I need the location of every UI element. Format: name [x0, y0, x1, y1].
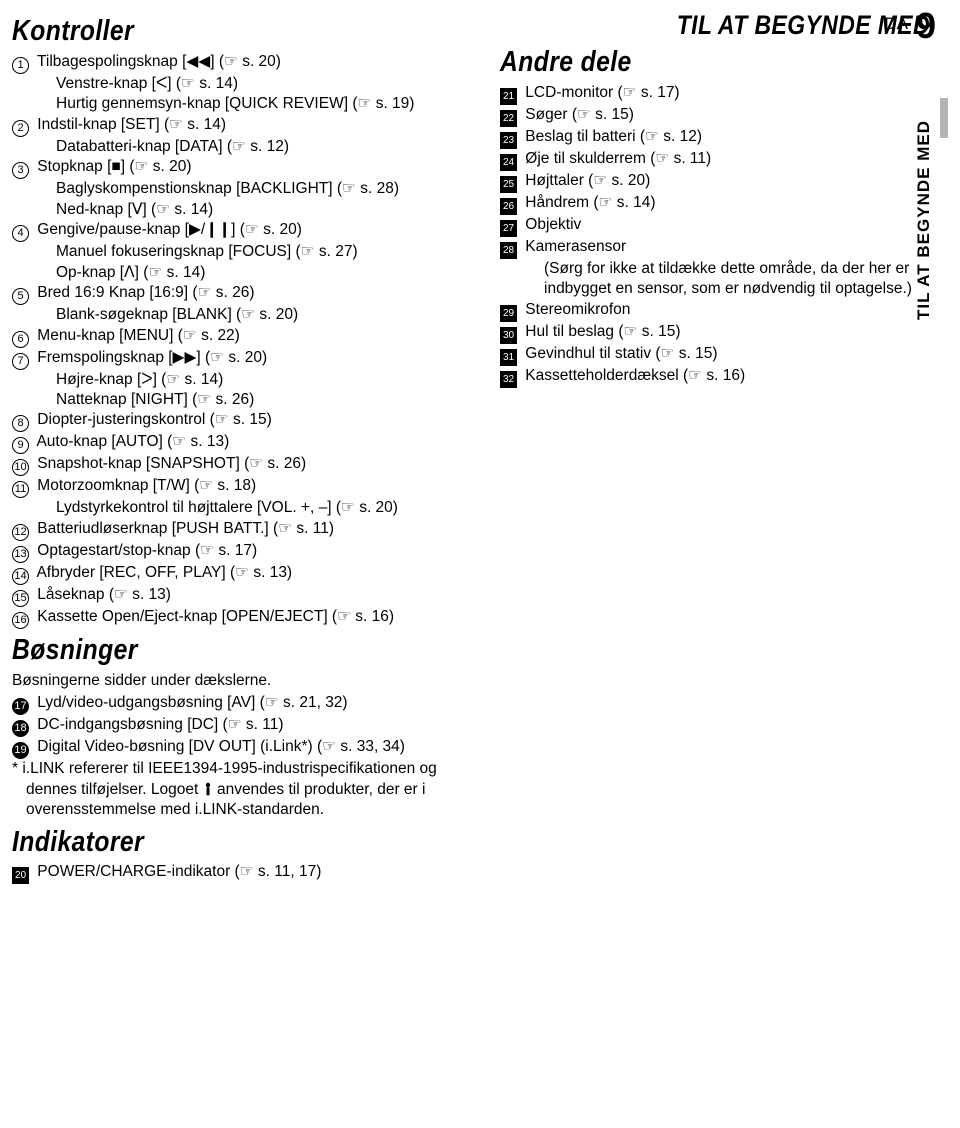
list-item: 4 Gengive/pause-knap [▶/❙❙] (☞ s. 20)Man… — [12, 220, 472, 283]
left-column: Kontroller 1 Tilbagespolingsknap [◀◀] (☞… — [12, 10, 472, 884]
bosninger-list: 17 Lyd/video-udgangsbøsning [AV] (☞ s. 2… — [12, 693, 472, 759]
indikatorer-list: 20 POWER/CHARGE-indikator (☞ s. 11, 17) — [12, 862, 472, 884]
list-item: 8 Diopter-justeringskontrol (☞ s. 15) — [12, 410, 472, 432]
list-item: 11 Motorzoomknap [T/W] (☞ s. 18)Lydstyrk… — [12, 476, 472, 518]
list-item: 29 Stereomikrofon — [500, 300, 930, 322]
right-column: TIL AT BEGYNDE MED Andre dele 21 LCD-mon… — [500, 10, 930, 884]
ilink-note: * i.LINK refererer til IEEE1394-1995-ind… — [12, 759, 472, 820]
kontroller-list: 1 Tilbagespolingsknap [◀◀] (☞ s. 20)Vens… — [12, 52, 472, 629]
list-item: 16 Kassette Open/Eject-knap [OPEN/EJECT]… — [12, 607, 472, 629]
list-item: 30 Hul til beslag (☞ s. 15) — [500, 322, 930, 344]
list-item: 20 POWER/CHARGE-indikator (☞ s. 11, 17) — [12, 862, 472, 884]
list-item: 5 Bred 16:9 Knap [16:9] (☞ s. 26)Blank-s… — [12, 283, 472, 325]
kontroller-heading: Kontroller — [12, 16, 403, 48]
list-item: 24 Øje til skulderrem (☞ s. 11) — [500, 149, 930, 171]
side-tab-text: TIL AT BEGYNDE MED — [914, 120, 934, 430]
bosninger-intro: Bøsningerne sidder under dækslerne. — [12, 671, 472, 691]
list-item: 12 Batteriudløserknap [PUSH BATT.] (☞ s.… — [12, 519, 472, 541]
section-header: TIL AT BEGYNDE MED — [677, 10, 930, 41]
list-item: 15 Låseknap (☞ s. 13) — [12, 585, 472, 607]
andre-dele-heading: Andre dele — [500, 47, 866, 79]
list-item: 26 Håndrem (☞ s. 14) — [500, 193, 930, 215]
list-item: 14 Afbryder [REC, OFF, PLAY] (☞ s. 13) — [12, 563, 472, 585]
list-item: 22 Søger (☞ s. 15) — [500, 105, 930, 127]
list-item: 1 Tilbagespolingsknap [◀◀] (☞ s. 20)Vens… — [12, 52, 472, 115]
list-item: 7 Fremspolingsknap [▶▶] (☞ s. 20)Højre-k… — [12, 348, 472, 411]
andre-dele-list: 21 LCD-monitor (☞ s. 17)22 Søger (☞ s. 1… — [500, 83, 930, 388]
list-item: 23 Beslag til batteri (☞ s. 12) — [500, 127, 930, 149]
list-item: 6 Menu-knap [MENU] (☞ s. 22) — [12, 326, 472, 348]
side-tab: TIL AT BEGYNDE MED — [914, 120, 936, 430]
list-item: 27 Objektiv — [500, 215, 930, 237]
list-item: 3 Stopknap [■] (☞ s. 20)Baglyskompenstio… — [12, 157, 472, 220]
list-item: 9 Auto-knap [AUTO] (☞ s. 13) — [12, 432, 472, 454]
list-item: 17 Lyd/video-udgangsbøsning [AV] (☞ s. 2… — [12, 693, 472, 715]
list-item: 2 Indstil-knap [SET] (☞ s. 14)Databatter… — [12, 115, 472, 157]
indikatorer-heading: Indikatorer — [12, 827, 403, 859]
list-item: 31 Gevindhul til stativ (☞ s. 15) — [500, 344, 930, 366]
list-item: 18 DC-indgangsbøsning [DC] (☞ s. 11) — [12, 715, 472, 737]
bosninger-heading: Bøsninger — [12, 635, 403, 667]
list-item: 32 Kassetteholderdæksel (☞ s. 16) — [500, 366, 930, 388]
list-item: 10 Snapshot-knap [SNAPSHOT] (☞ s. 26) — [12, 454, 472, 476]
list-item: 13 Optagestart/stop-knap (☞ s. 17) — [12, 541, 472, 563]
list-item: 19 Digital Video-bøsning [DV OUT] (i.Lin… — [12, 737, 472, 759]
list-item: 28 Kamerasensor(Sørg for ikke at tildækk… — [500, 237, 930, 300]
list-item: 21 LCD-monitor (☞ s. 17) — [500, 83, 930, 105]
list-item: 25 Højttaler (☞ s. 20) — [500, 171, 930, 193]
